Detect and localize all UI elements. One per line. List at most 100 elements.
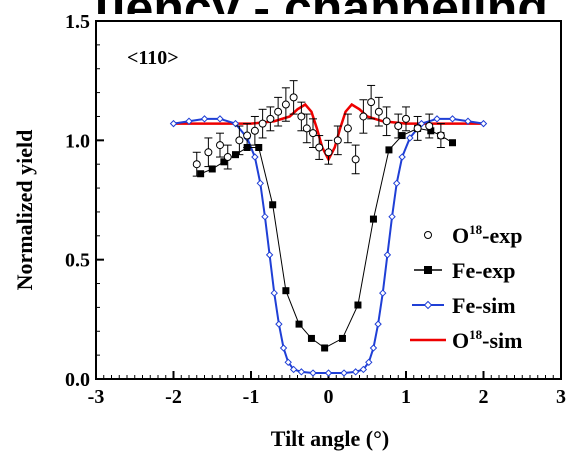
data-point-diamond	[448, 115, 457, 123]
legend-label: O18-sim	[452, 327, 522, 353]
data-point-square	[398, 132, 406, 140]
data-point-circle	[315, 143, 324, 152]
data-point-circle	[204, 148, 213, 157]
data-point-circle	[425, 122, 434, 131]
data-point-diamond	[392, 179, 401, 188]
data-point-circle	[382, 117, 391, 126]
x-tick-label: 2	[479, 386, 489, 408]
data-point-diamond	[200, 115, 209, 123]
legend-label: Fe-sim	[452, 293, 516, 318]
data-point-diamond	[251, 153, 259, 161]
data-point-circle	[223, 153, 232, 162]
data-point-diamond	[309, 369, 317, 377]
data-point-diamond	[388, 212, 396, 221]
legend-item: O18-exp	[424, 222, 522, 248]
chart-title-fragment: uency - channeling	[95, 0, 548, 36]
x-tick-label: 3	[556, 386, 566, 408]
data-point-diamond	[479, 119, 488, 128]
data-point-diamond	[464, 117, 472, 125]
data-point-diamond	[340, 369, 348, 377]
data-point-circle	[309, 129, 317, 138]
data-point-square	[449, 139, 456, 147]
data-point-diamond	[265, 251, 274, 259]
data-point-circle	[333, 136, 342, 145]
data-point-circle	[436, 131, 445, 140]
data-point-diamond	[383, 251, 392, 259]
data-point-square	[307, 334, 315, 342]
series-fe-exp	[197, 124, 456, 352]
data-point-circle	[192, 160, 201, 169]
data-point-diamond	[185, 117, 193, 125]
series-fe-sim	[169, 115, 488, 377]
legend-marker	[424, 231, 432, 239]
data-point-circle	[216, 141, 224, 150]
legend-marker	[424, 266, 432, 274]
data-point-diamond	[379, 289, 387, 297]
data-point-circle	[258, 119, 267, 128]
legend-marker	[423, 300, 433, 310]
data-point-circle	[289, 93, 298, 102]
x-axis-label: Tilt angle (°)	[271, 426, 389, 451]
series-line	[200, 127, 453, 349]
series-o18-exp	[192, 80, 445, 177]
y-tick-label: 1.5	[65, 11, 90, 33]
data-point-circle	[367, 98, 376, 107]
data-point-square	[338, 334, 346, 342]
data-point-diamond	[433, 115, 441, 123]
data-point-circle	[302, 124, 311, 133]
data-point-diamond	[406, 134, 414, 142]
data-point-diamond	[231, 119, 240, 128]
data-point-circle	[235, 136, 244, 145]
data-point-circle	[297, 112, 306, 121]
x-tick-label: -1	[243, 386, 260, 408]
data-point-diamond	[261, 212, 269, 221]
data-point-diamond	[365, 358, 373, 367]
data-point-circle	[243, 131, 252, 140]
data-point-circle	[281, 100, 290, 109]
x-tick-label: -2	[165, 386, 182, 408]
plot-area	[95, 20, 562, 380]
data-point-diamond	[289, 365, 298, 374]
y-axis-label: Normalized yield	[12, 130, 37, 291]
y-tick-label: 0.0	[65, 369, 90, 391]
legend-label: Fe-exp	[452, 258, 516, 283]
x-tick-label: 1	[401, 386, 411, 408]
data-point-circle	[413, 124, 422, 133]
axis-ticks: -3 -2 -1 0 1 2 3 0.0 0.5 1.0 1.5	[65, 11, 566, 408]
data-point-square	[255, 143, 263, 151]
data-point-diamond	[256, 179, 265, 188]
data-point-diamond	[351, 368, 360, 376]
legend-item: Fe-exp	[414, 258, 516, 283]
data-point-circle	[394, 122, 403, 131]
data-point-square	[197, 170, 205, 178]
data-point-diamond	[275, 320, 283, 328]
data-point-circle	[402, 114, 410, 123]
y-tick-label: 1.0	[65, 130, 90, 152]
data-point-circle	[250, 126, 259, 135]
data-point-diamond	[398, 153, 406, 161]
data-point-diamond	[270, 289, 278, 297]
x-tick-label: 0	[324, 386, 334, 408]
data-point-diamond	[279, 344, 288, 352]
legend-item: O18-sim	[410, 327, 522, 353]
data-point-diamond	[169, 119, 178, 128]
x-tick-label: -3	[88, 386, 105, 408]
series-layer	[169, 80, 488, 377]
data-point-diamond	[284, 358, 292, 367]
data-point-circle	[324, 148, 333, 157]
legend-label: O18-exp	[452, 222, 522, 248]
data-point-square	[385, 146, 393, 154]
data-point-diamond	[369, 344, 378, 352]
data-point-square	[282, 287, 290, 295]
data-point-circle	[351, 155, 360, 164]
data-point-square	[269, 201, 277, 209]
data-point-square	[321, 344, 329, 352]
data-point-square	[354, 301, 362, 309]
data-point-square	[295, 320, 303, 328]
data-point-square	[369, 215, 377, 223]
data-point-square	[427, 127, 435, 135]
data-point-diamond	[297, 368, 306, 376]
data-point-diamond	[359, 365, 368, 374]
data-point-circle	[359, 112, 368, 121]
